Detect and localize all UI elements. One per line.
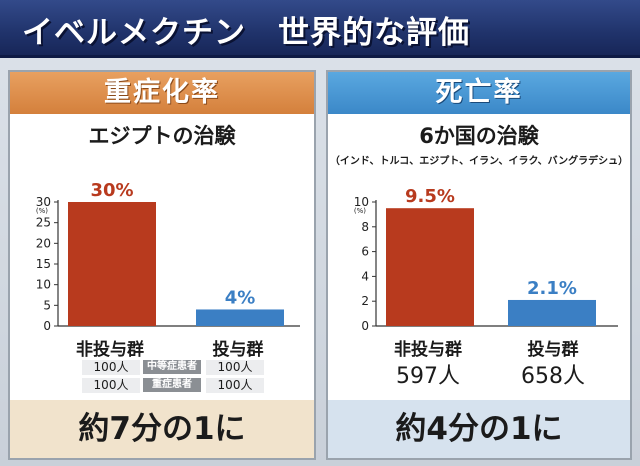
mortality-bar-chart: 0 2 4 6 8 10(%) 9.5% 2.1% — [354, 186, 618, 333]
severity-ytick-label-25: 25 — [36, 216, 51, 230]
mortality-value-label-1: 2.1% — [527, 278, 577, 299]
severity-conclusion: 約7分の1に — [10, 400, 314, 458]
severity-ytick-label-15: 15 — [36, 257, 51, 271]
severity-category-treated: 投与群 — [212, 340, 264, 360]
severity-bar-1 — [196, 309, 284, 326]
mortality-panel: 死亡率 6か国の治験 （インド、トルコ、エジプト、イラン、イラク、バングラデシュ… — [326, 70, 632, 460]
severity-ytick-label-10: 10 — [36, 278, 51, 292]
mortality-bar-0 — [386, 208, 474, 326]
severity-y-unit: (%) — [36, 207, 48, 215]
mortality-value-label-0: 9.5% — [405, 186, 455, 207]
mortality-count-treated: 658人 — [521, 364, 585, 389]
severe-patients-tag: 重症患者 — [143, 378, 201, 392]
mortality-category-untreated: 非投与群 — [394, 340, 462, 360]
severity-ytick-label-20: 20 — [36, 236, 51, 250]
moderate-patients-tag: 中等症患者 — [143, 360, 201, 374]
severity-category-untreated: 非投与群 — [76, 340, 144, 360]
severe-count-treated: 100人 — [206, 378, 264, 393]
severity-ytick-label-30: 30 — [36, 195, 51, 209]
severity-ytick-label-0: 0 — [43, 319, 51, 333]
severity-ytick-label-5: 5 — [43, 298, 51, 312]
six-country-trial-subtitle: 6か国の治験 — [419, 124, 539, 148]
country-list: （インド、トルコ、エジプト、イラン、イラク、バングラデシュ） — [329, 156, 629, 167]
mortality-heading: 死亡率 — [328, 72, 630, 114]
moderate-count-treated: 100人 — [206, 360, 264, 375]
severity-heading: 重症化率 — [10, 72, 314, 114]
mortality-ytick-label-8: 8 — [361, 220, 369, 234]
severity-bar-chart: 0 5 10 15 20 25 30(%) 30% 4% — [36, 180, 300, 333]
severity-value-label-0: 30% — [90, 180, 133, 201]
moderate-count-untreated: 100人 — [82, 360, 140, 375]
egypt-trial-subtitle: エジプトの治験 — [88, 124, 236, 148]
mortality-count-untreated: 597人 — [396, 364, 460, 389]
severity-bar-0 — [68, 202, 156, 326]
mortality-ytick-label-0: 0 — [361, 319, 369, 333]
mortality-y-unit: (%) — [354, 207, 366, 215]
severe-count-untreated: 100人 — [82, 378, 140, 393]
mortality-conclusion: 約4分の1に — [328, 400, 630, 458]
mortality-bar-1 — [508, 299, 596, 326]
title-bar: イベルメクチン 世界的な評価 — [0, 0, 640, 58]
mortality-ytick-label-2: 2 — [361, 294, 369, 308]
mortality-category-treated: 投与群 — [527, 340, 579, 360]
page-title: イベルメクチン 世界的な評価 — [22, 15, 470, 51]
mortality-ytick-label-6: 6 — [361, 245, 369, 259]
mortality-ytick-label-4: 4 — [361, 269, 369, 283]
mortality-ytick-label-10: 10 — [354, 195, 369, 209]
severity-panel: 重症化率 エジプトの治験 0 5 10 15 20 25 30 (%) 30% 4% 非投与群 投… — [8, 70, 316, 460]
severity-value-label-1: 4% — [225, 287, 256, 308]
